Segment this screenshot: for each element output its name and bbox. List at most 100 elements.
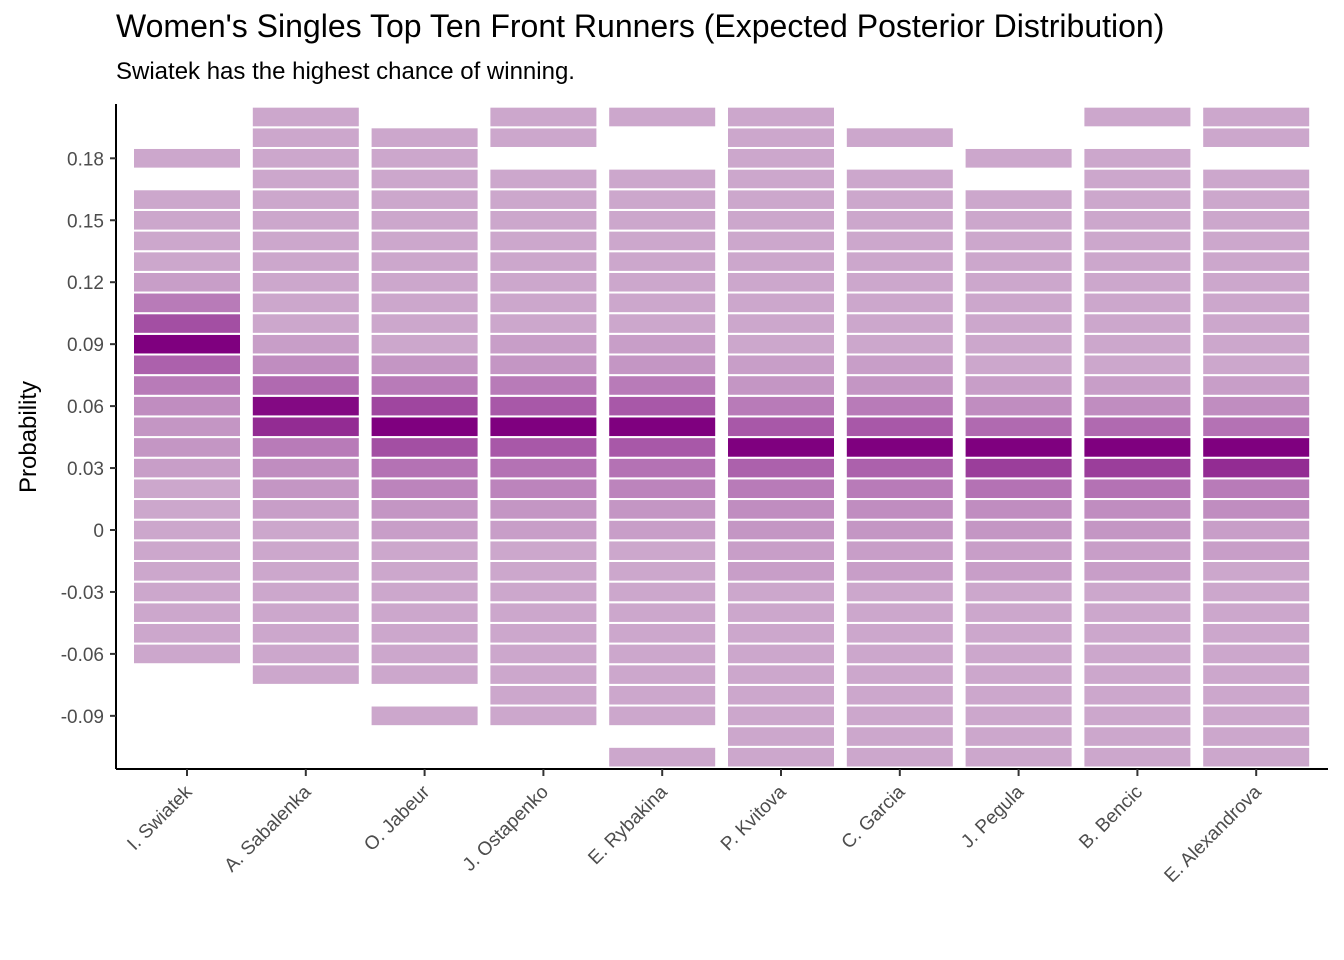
heat-tile <box>726 683 836 707</box>
heat-tile <box>607 291 718 315</box>
heat-tile <box>726 539 836 562</box>
heat-tile <box>132 146 242 170</box>
heat-tile <box>963 208 1074 232</box>
heat-tile <box>369 208 480 232</box>
heat-tile <box>250 436 361 459</box>
heat-tile <box>844 229 955 253</box>
heat-tile <box>844 353 955 377</box>
heat-tile <box>488 498 599 521</box>
heat-tile <box>726 580 836 604</box>
heat-tile <box>844 415 955 439</box>
heat-tile <box>1201 518 1312 542</box>
heat-tile <box>488 188 599 211</box>
x-tick-label: C. Garcia <box>838 781 910 853</box>
heat-tile <box>726 105 836 129</box>
heat-tile <box>607 559 718 583</box>
heat-tile <box>369 126 480 149</box>
player-column-5 <box>726 105 836 769</box>
heat-tile <box>488 477 599 501</box>
heat-tile <box>963 580 1074 604</box>
heat-tile <box>250 663 361 686</box>
y-tick-label: 0.09 <box>67 335 104 356</box>
heat-tile <box>1201 270 1312 294</box>
heat-tile <box>1082 353 1193 377</box>
heat-tile <box>963 270 1074 294</box>
heat-tile <box>1201 683 1312 707</box>
heat-tile <box>1082 291 1193 315</box>
heat-tile <box>1082 498 1193 521</box>
heat-tile <box>1201 167 1312 191</box>
heat-tile <box>250 456 361 480</box>
heat-tile <box>488 167 599 191</box>
heat-tile <box>369 146 480 170</box>
heat-tile <box>1201 229 1312 253</box>
heat-tile <box>132 621 242 645</box>
heat-tile <box>250 353 361 377</box>
heat-tile <box>250 146 361 170</box>
heat-tile <box>726 250 836 273</box>
heat-tile <box>132 580 242 604</box>
heat-tile <box>488 374 599 397</box>
heat-tile <box>1082 188 1193 211</box>
heat-tile <box>844 291 955 315</box>
heat-tile <box>1201 394 1312 418</box>
heat-tile <box>844 126 955 149</box>
heat-tile <box>369 539 480 562</box>
heat-tile <box>250 621 361 645</box>
heat-tile <box>1201 642 1312 666</box>
x-tick-label: E. Rybakina <box>584 781 672 869</box>
heat-tile <box>250 167 361 191</box>
x-tick-label: O. Jabeur <box>360 781 434 855</box>
heat-tile <box>726 374 836 397</box>
heat-tile <box>250 374 361 397</box>
heat-tile <box>132 291 242 315</box>
heat-tile <box>1082 601 1193 624</box>
player-column-7 <box>963 146 1074 769</box>
heat-tile <box>607 394 718 418</box>
heat-tile <box>726 332 836 356</box>
heat-tile <box>369 456 480 480</box>
x-tick-label: J. Pegula <box>957 781 1028 852</box>
heat-tile <box>963 188 1074 211</box>
heat-tile <box>369 663 480 686</box>
heat-tile <box>369 353 480 377</box>
heat-tile <box>726 188 836 211</box>
heat-tile <box>607 312 718 335</box>
heat-tile <box>1082 167 1193 191</box>
y-tick-label: 0.12 <box>67 273 104 294</box>
heat-tile <box>963 415 1074 439</box>
y-tick-label: 0 <box>93 521 104 542</box>
heat-tile <box>844 642 955 666</box>
heat-tile <box>250 229 361 253</box>
heat-tile <box>844 580 955 604</box>
heat-tile <box>607 539 718 562</box>
heat-tile <box>1201 105 1312 129</box>
heat-tile <box>844 167 955 191</box>
heat-tile <box>607 601 718 624</box>
heat-tile <box>1201 539 1312 562</box>
heat-tile <box>844 208 955 232</box>
heat-tile <box>132 188 242 211</box>
heat-tile <box>1082 621 1193 645</box>
y-tick-label: 0.15 <box>67 211 104 232</box>
heat-tile <box>607 580 718 604</box>
heat-tile <box>132 229 242 253</box>
heat-tile <box>1201 332 1312 356</box>
player-column-8 <box>1082 105 1193 769</box>
heat-tile <box>488 518 599 542</box>
heat-tile <box>607 498 718 521</box>
heat-tile <box>607 518 718 542</box>
heat-tile <box>963 621 1074 645</box>
heat-tile <box>844 188 955 211</box>
heat-tile <box>726 394 836 418</box>
heat-tile <box>726 208 836 232</box>
heat-tile <box>488 642 599 666</box>
heat-tile <box>488 353 599 377</box>
heat-tile <box>488 312 599 335</box>
heat-tile <box>726 126 836 149</box>
heat-tile <box>488 270 599 294</box>
heat-tile <box>844 518 955 542</box>
heat-tile <box>1082 312 1193 335</box>
heat-tile <box>488 601 599 624</box>
